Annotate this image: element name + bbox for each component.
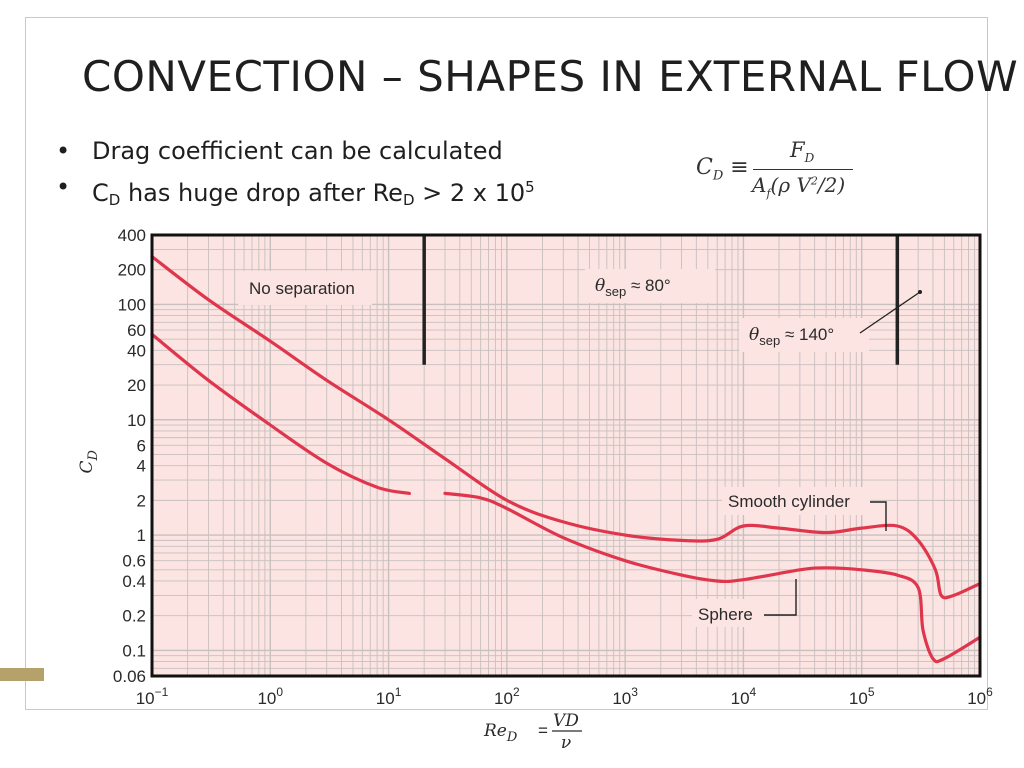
y-tick-label: 6 xyxy=(137,436,146,455)
formula-equiv: ≡ xyxy=(730,155,749,180)
annotation-theta-140-bg xyxy=(739,318,869,352)
y-tick-label: 4 xyxy=(137,457,146,476)
annotation-sphere-bg xyxy=(692,599,764,627)
annotation-theta-80: θsep ≈ 80° xyxy=(595,276,671,299)
x-axis-label-lhs: ReD xyxy=(483,721,518,745)
y-tick-label: 200 xyxy=(118,261,146,280)
bullet-text-mid: has huge drop after Re xyxy=(120,179,403,207)
bullet-text-pre: C xyxy=(92,179,109,207)
bullet-text: Drag coefficient can be calculated xyxy=(92,137,503,165)
annotation-theta-140-leader xyxy=(859,291,921,334)
y-tick-label: 100 xyxy=(118,295,146,314)
formula-denominator: Af(ρ V2/2) xyxy=(752,173,846,200)
y-axis-label: CD xyxy=(77,449,101,473)
x-axis-label: ReD = VDν xyxy=(483,711,582,753)
annotation-theta-80-bg xyxy=(585,269,715,303)
bullet-sup: 5 xyxy=(525,178,535,196)
x-tick-label: 106 xyxy=(967,685,993,708)
series-sphere xyxy=(150,332,982,664)
x-axis-label-den: ν xyxy=(561,733,571,753)
plot-frame xyxy=(150,233,982,678)
annotation-no-separation-bg xyxy=(238,271,372,305)
bullet-item: CD has huge drop after ReD > 2 x 105 xyxy=(50,173,535,209)
x-tick-label: 101 xyxy=(376,685,402,708)
x-tick-label: 10−1 xyxy=(136,685,169,708)
series-smooth-cylinder xyxy=(150,255,982,600)
x-axis-label-eq: = xyxy=(538,721,548,740)
annotation-theta-140-dot xyxy=(918,290,922,294)
x-tick-label: 100 xyxy=(257,685,283,708)
annotation-cylinder-bg xyxy=(722,487,870,515)
annotation-cylinder: Smooth cylinder xyxy=(728,492,850,511)
formula-fraction-line xyxy=(753,169,853,170)
plot-background xyxy=(152,235,980,676)
y-tick-label: 0.2 xyxy=(122,607,146,626)
y-tick-label: 40 xyxy=(127,341,146,360)
series-line xyxy=(150,255,982,600)
y-tick-label: 20 xyxy=(127,376,146,395)
y-tick-label: 60 xyxy=(127,321,146,340)
annotation-no-separation: No separation xyxy=(249,279,355,298)
bullet-sub2: D xyxy=(402,191,415,209)
drag-coefficient-chart: 4002001006040201064210.60.40.20.10.0610−… xyxy=(77,226,993,753)
drag-formula: CD ≡ FD Af(ρ V2/2) xyxy=(696,138,866,208)
series-line xyxy=(443,491,982,664)
page-title: CONVECTION – SHAPES IN EXTERNAL FLOW xyxy=(82,52,1019,101)
annotation-cylinder-bracket xyxy=(870,501,887,531)
y-tick-label: 1 xyxy=(137,526,146,545)
annotation-sphere: Sphere xyxy=(698,605,753,624)
y-tick-label: 0.6 xyxy=(122,552,146,571)
y-tick-label: 400 xyxy=(118,226,146,245)
annotation-sphere-bracket xyxy=(764,579,797,616)
annotation-theta-140: θsep ≈ 140° xyxy=(749,325,834,348)
y-tick-label: 0.4 xyxy=(122,572,146,591)
bullet-item: Drag coefficient can be calculated xyxy=(50,137,535,173)
x-axis-label-num: VD xyxy=(553,711,579,731)
bullet-sub: D xyxy=(108,191,121,209)
formula-numerator: FD xyxy=(790,138,815,166)
grid-lines xyxy=(152,235,980,676)
x-tick-label: 102 xyxy=(494,685,520,708)
slide-frame xyxy=(25,17,988,710)
x-tick-label: 105 xyxy=(849,685,875,708)
x-tick-label: 103 xyxy=(612,685,638,708)
formula-lhs: CD ≡ xyxy=(696,155,749,184)
accent-bar xyxy=(0,668,44,681)
bullet-list: Drag coefficient can be calculated CD ha… xyxy=(50,137,535,209)
y-tick-label: 10 xyxy=(127,411,146,430)
y-tick-label: 2 xyxy=(137,491,146,510)
bullet-text-post: > 2 x 10 xyxy=(414,179,526,207)
x-tick-label: 104 xyxy=(731,685,757,708)
series-line xyxy=(150,332,411,495)
y-tick-label: 0.1 xyxy=(122,641,146,660)
y-tick-label: 0.06 xyxy=(113,667,146,686)
